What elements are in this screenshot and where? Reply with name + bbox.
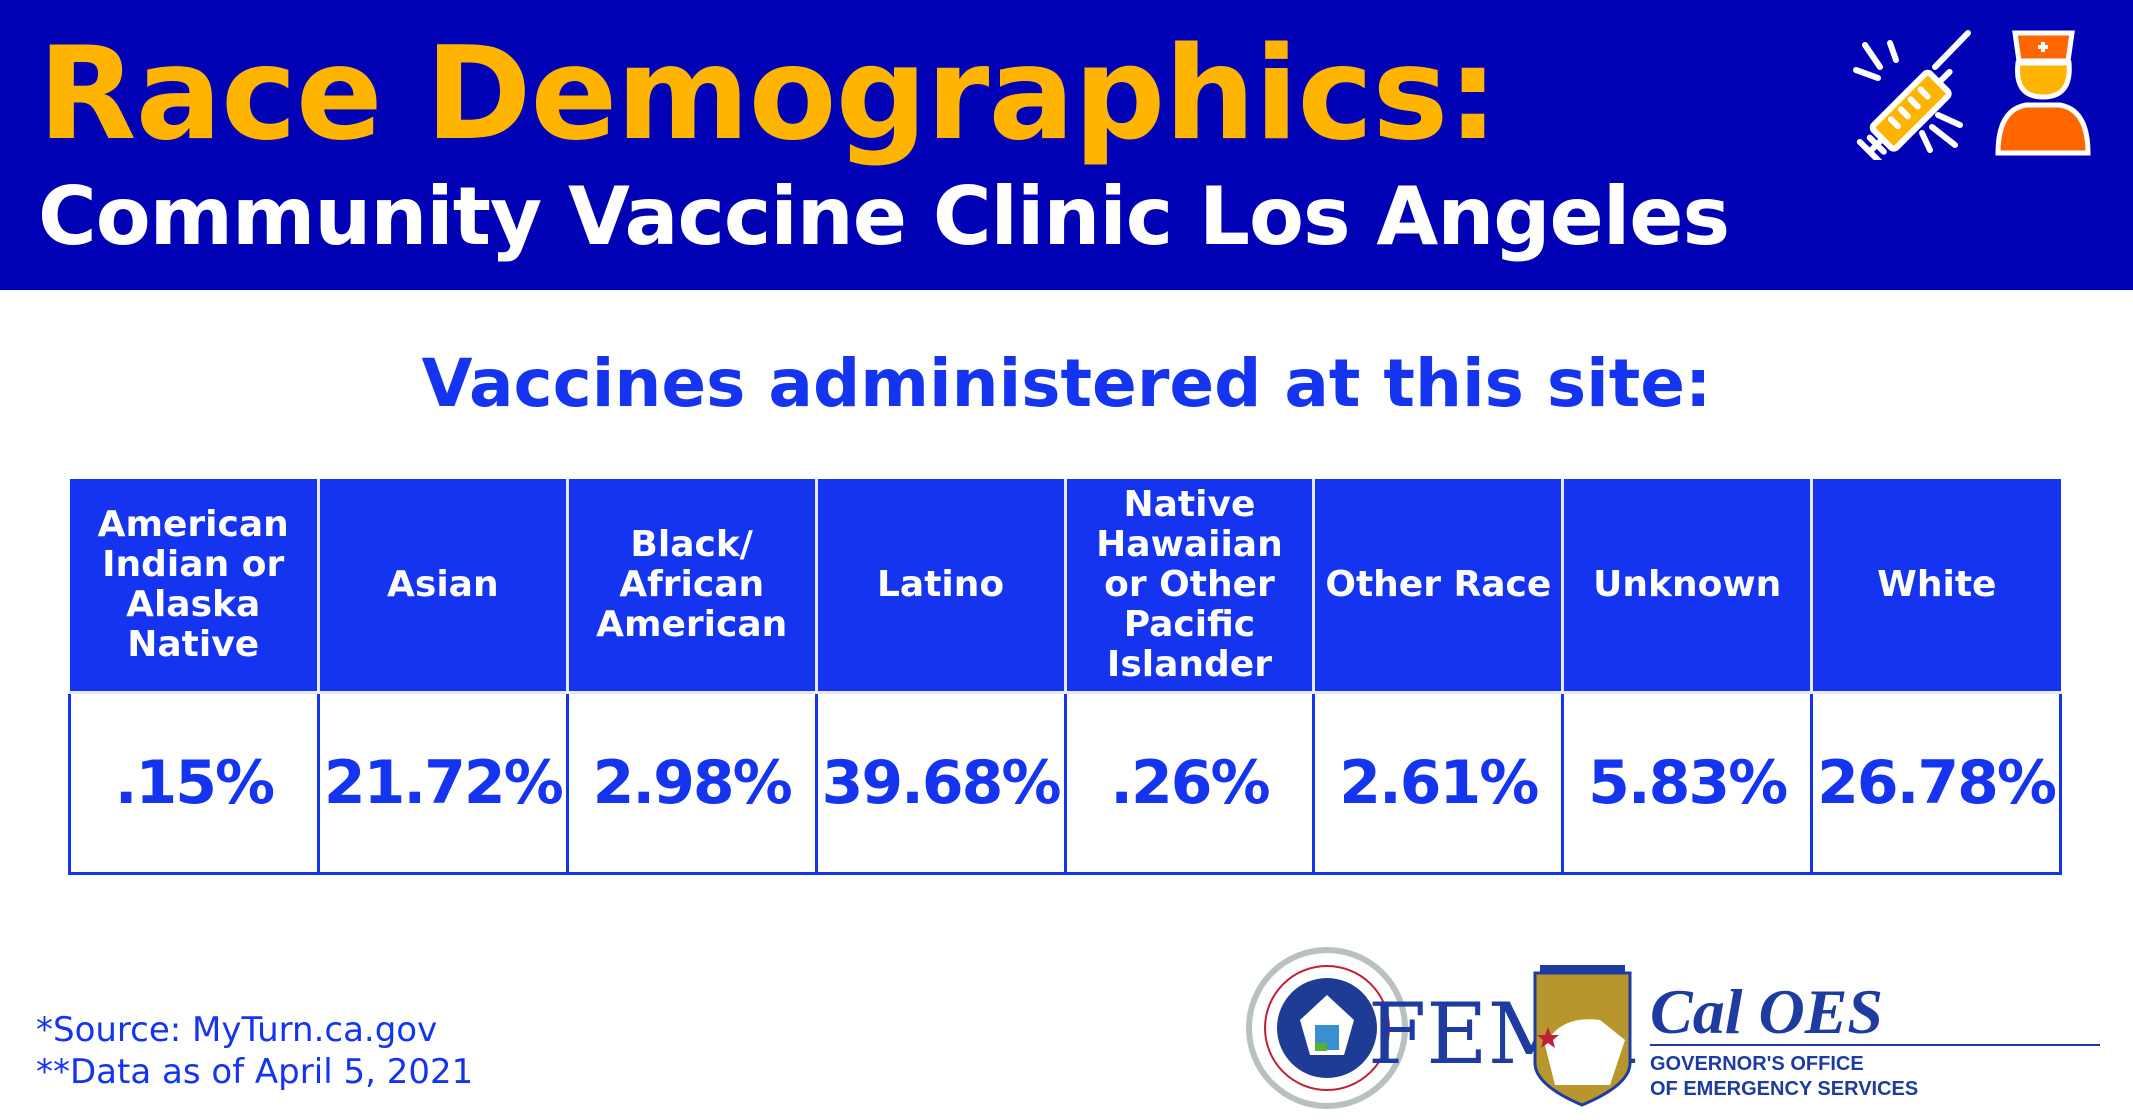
caloes-shield-logo [1533, 965, 1632, 1107]
header-banner: Race Demographics: Community Vaccine Cli… [0, 0, 2133, 290]
date-note: **Data as of April 5, 2021 [36, 1052, 474, 1092]
table-row: .15% 21.72% 2.98% 39.68% .26% 2.61% 5.83… [68, 691, 2062, 875]
syringe-icon [1853, 30, 1971, 160]
table-cell: 2.61% [1312, 691, 1565, 875]
column-header: Black/ African American [565, 479, 818, 694]
table-cell: 21.72% [316, 691, 569, 875]
dhs-seal-logo [1246, 947, 1408, 1109]
caloes-subtitle-1: GOVERNOR'S OFFICE [1650, 1053, 1864, 1075]
page-subtitle: Community Vaccine Clinic Los Angeles [38, 170, 1730, 263]
caloes-logo-text: Cal OES [1650, 976, 1883, 1047]
table-header-row: American Indian or Alaska Native Asian B… [69, 479, 2061, 694]
nurse-icon [1995, 30, 2091, 156]
column-header: Asian [316, 479, 569, 694]
table-cell: .26% [1063, 691, 1316, 875]
column-header: White [1810, 479, 2061, 694]
table-cell: 5.83% [1561, 691, 1814, 875]
table-cell: 26.78% [1810, 691, 2062, 875]
section-heading: Vaccines administered at this site: [421, 345, 1712, 422]
column-header: Latino [814, 479, 1067, 694]
table-cell: .15% [68, 691, 320, 875]
column-header: Native Hawaiian or Other Pacific Islande… [1063, 479, 1316, 694]
page-title: Race Demographics: [38, 20, 1499, 169]
column-header: American Indian or Alaska Native [69, 479, 320, 694]
table-cell: 39.68% [814, 691, 1067, 875]
source-note: *Source: MyTurn.ca.gov [36, 1010, 438, 1050]
partner-logos: FEMA Cal OES GOVERNOR'S OFFICE OF EMERGE… [1246, 947, 2100, 1109]
demographics-table: American Indian or Alaska Native Asian B… [68, 479, 2062, 875]
header-icons [1853, 30, 2091, 160]
column-header: Unknown [1561, 479, 1814, 694]
table-cell: 2.98% [565, 691, 818, 875]
column-header: Other Race [1312, 479, 1565, 694]
caloes-subtitle-2: OF EMERGENCY SERVICES [1650, 1078, 1918, 1100]
